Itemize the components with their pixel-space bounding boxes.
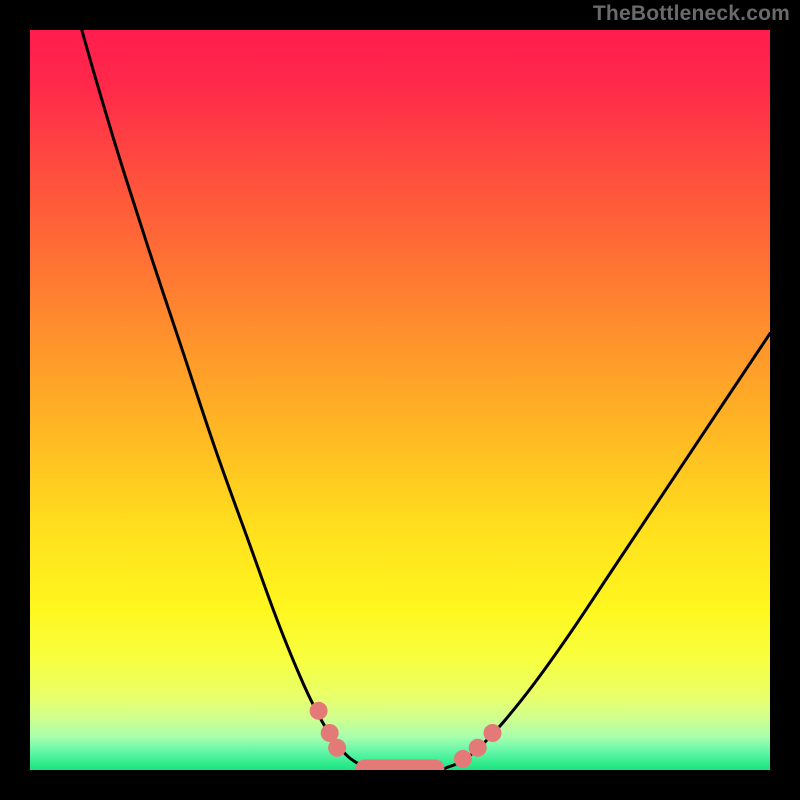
- plot-svg: [30, 30, 770, 770]
- marker-dot: [469, 739, 487, 757]
- marker-dot: [484, 724, 502, 742]
- plot-area: [30, 30, 770, 770]
- marker-dot: [454, 750, 472, 768]
- watermark-text: TheBottleneck.com: [593, 2, 790, 26]
- gradient-background: [30, 30, 770, 770]
- marker-dot: [310, 702, 328, 720]
- chart-frame: TheBottleneck.com: [0, 0, 800, 800]
- marker-dot: [328, 739, 346, 757]
- marker-capsule: [356, 760, 445, 770]
